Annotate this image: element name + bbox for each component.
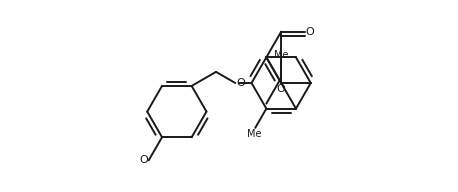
Text: O: O [236,78,245,88]
Text: Me: Me [247,128,262,139]
Text: O: O [139,155,148,165]
Text: O: O [277,84,285,94]
Text: Me: Me [274,50,289,60]
Text: O: O [305,27,314,37]
